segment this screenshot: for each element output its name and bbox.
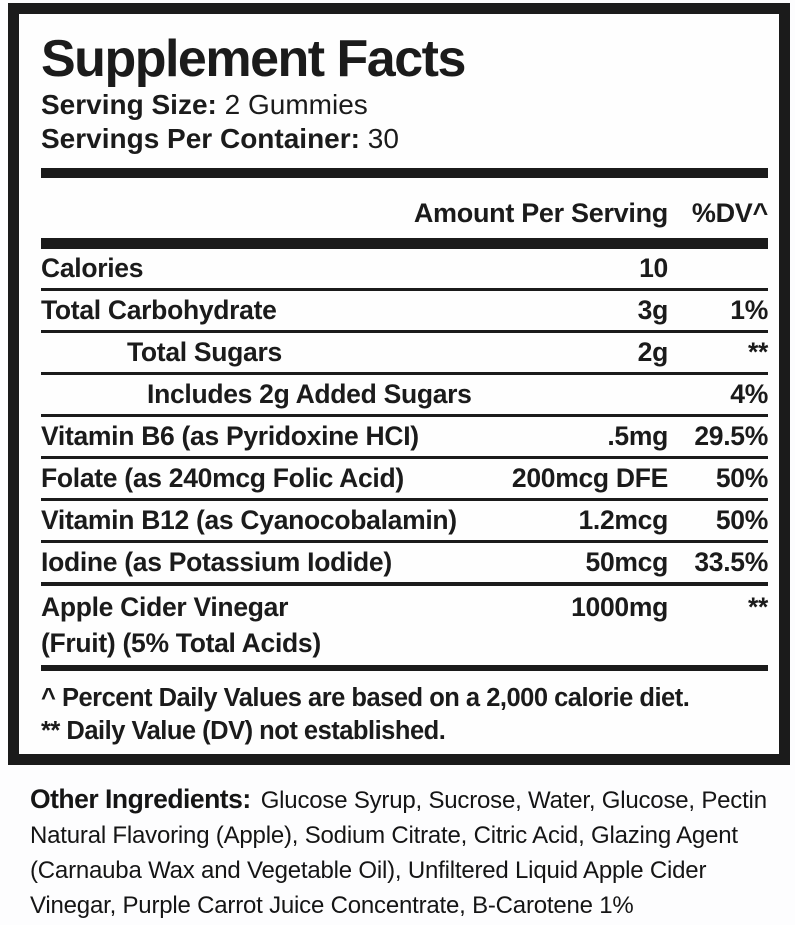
- footnote-daily-values: ^ Percent Daily Values are based on a 2,…: [41, 684, 690, 712]
- table-row-iodine: Iodine (as Potassium Iodide) 50mcg 33.5%: [41, 543, 768, 582]
- table-row-vitamin-b6: Vitamin B6 (as Pyridoxine HCI) .5mg 29.5…: [41, 417, 768, 456]
- nutrient-dv: 4%: [730, 379, 768, 409]
- nutrient-amount: 10: [639, 253, 668, 283]
- table-row-calories: Calories 10: [41, 249, 768, 288]
- table-row-apple-cider-vinegar: Apple Cider Vinegar (Fruit) (5% Total Ac…: [41, 586, 768, 665]
- other-ingredients-line4: Vinegar, Purple Carrot Juice Concentrate…: [30, 892, 634, 919]
- nutrient-amount: 50mcg: [585, 547, 669, 577]
- nutrient-amount: .5mg: [607, 421, 668, 451]
- other-ingredients-label: Other Ingredients:: [30, 784, 251, 814]
- divider-thin: [41, 372, 768, 375]
- nutrient-dv: 33.5%: [694, 547, 768, 577]
- nutrient-dv: 50%: [715, 463, 768, 493]
- divider-medium: [41, 665, 768, 671]
- supplement-facts-panel: Supplement Facts Serving Size: 2 Gummies…: [8, 3, 790, 765]
- nutrient-name: Iodine (as Potassium Iodide): [41, 547, 392, 577]
- nutrient-name: Apple Cider Vinegar (Fruit) (5% Total Ac…: [41, 589, 478, 661]
- supplement-facts-title: Supplement Facts: [41, 30, 466, 88]
- divider-thin: [41, 288, 768, 291]
- table-header-row: Amount Per Serving %DV^: [41, 178, 768, 238]
- nutrient-name: Includes 2g Added Sugars: [147, 379, 472, 409]
- other-ingredients-line1: Other Ingredients: Glucose Syrup, Sucrose…: [30, 782, 782, 818]
- divider-thin: [41, 540, 768, 543]
- table-row-folate: Folate (as 240mcg Folic Acid) 200mcg DFE…: [41, 459, 768, 498]
- servings-per-container-value: 30: [367, 123, 399, 154]
- divider-thick: [41, 238, 768, 249]
- servings-per-container-label: Servings Per Container:: [41, 123, 360, 154]
- nutrient-dv: **: [747, 337, 768, 367]
- other-ingredients-line2: Natural Flavoring (Apple), Sodium Citrat…: [30, 822, 738, 849]
- nutrient-amount: 2g: [637, 337, 669, 367]
- table-row-vitamin-b12: Vitamin B12 (as Cyanocobalamin) 1.2mcg 5…: [41, 501, 768, 540]
- divider-medium: [41, 582, 768, 586]
- nutrient-dv: 1%: [730, 295, 768, 325]
- footnotes: ^ Percent Daily Values are based on a 2,…: [41, 682, 768, 748]
- column-header-amount: Amount Per Serving: [413, 198, 668, 228]
- other-ingredients-text: Glucose Syrup, Sucrose, Water, Glucose, …: [260, 787, 767, 814]
- other-ingredients-section: Other Ingredients: Glucose Syrup, Sucrose…: [30, 782, 782, 923]
- nutrient-name: Total Carbohydrate: [41, 295, 277, 325]
- serving-size-label: Serving Size:: [41, 89, 217, 120]
- nutrient-name: Calories: [41, 253, 144, 283]
- nutrient-name-line1: Apple Cider Vinegar: [41, 592, 289, 622]
- nutrient-name: Total Sugars: [127, 337, 282, 367]
- nutrient-name: Vitamin B12 (as Cyanocobalamin): [41, 505, 457, 535]
- serving-size-value: 2 Gummies: [224, 89, 368, 120]
- column-header-dv: %DV^: [691, 198, 768, 228]
- nutrient-dv: **: [747, 592, 768, 622]
- nutrient-dv: 50%: [715, 505, 768, 535]
- nutrient-name: Folate (as 240mcg Folic Acid): [41, 463, 404, 493]
- divider-thick: [41, 168, 768, 178]
- serving-size-line: Serving Size: 2 Gummies: [41, 88, 768, 122]
- servings-per-container-line: Servings Per Container: 30: [41, 122, 768, 156]
- other-ingredients-line3: (Carnauba Wax and Vegetable Oil), Unfilt…: [30, 857, 707, 884]
- divider-thin: [41, 414, 768, 417]
- nutrient-name-line2: (Fruit) (5% Total Acids): [41, 628, 321, 658]
- nutrient-amount: 200mcg DFE: [511, 463, 668, 493]
- nutrient-dv: 29.5%: [694, 421, 768, 451]
- nutrient-amount: 1.2mcg: [578, 505, 668, 535]
- footnote-dv-not-established: ** Daily Value (DV) not established.: [41, 717, 446, 745]
- table-row-added-sugars: Includes 2g Added Sugars 4%: [41, 375, 768, 414]
- divider-thin: [41, 498, 768, 501]
- divider-thin: [41, 330, 768, 333]
- nutrient-amount: 3g: [637, 295, 669, 325]
- nutrient-amount: 1000mg: [571, 592, 668, 622]
- divider-thin: [41, 456, 768, 459]
- table-row-total-carbohydrate: Total Carbohydrate 3g 1%: [41, 291, 768, 330]
- table-row-total-sugars: Total Sugars 2g **: [41, 333, 768, 372]
- nutrient-name: Vitamin B6 (as Pyridoxine HCI): [41, 421, 419, 451]
